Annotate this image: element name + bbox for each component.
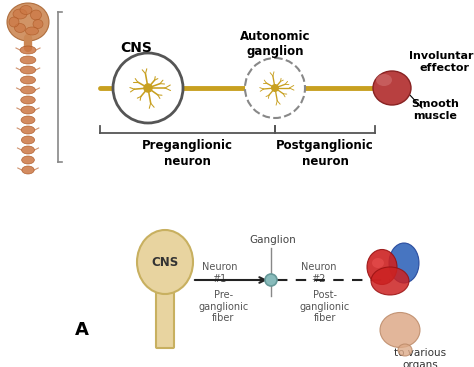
Text: CNS: CNS	[120, 41, 152, 55]
Ellipse shape	[22, 156, 34, 164]
Text: Autonomic
ganglion: Autonomic ganglion	[240, 29, 310, 58]
Ellipse shape	[380, 312, 420, 348]
Ellipse shape	[30, 10, 42, 20]
Ellipse shape	[13, 9, 27, 19]
Ellipse shape	[371, 267, 409, 295]
Text: A: A	[75, 321, 89, 339]
Circle shape	[113, 53, 183, 123]
Circle shape	[265, 274, 277, 286]
Ellipse shape	[20, 66, 36, 74]
Text: Preganglionic
neuron: Preganglionic neuron	[142, 139, 233, 168]
Ellipse shape	[9, 17, 19, 27]
Text: Pre-
ganglionic
fiber: Pre- ganglionic fiber	[198, 290, 248, 323]
Ellipse shape	[372, 258, 384, 268]
Text: Post-
ganglionic
fiber: Post- ganglionic fiber	[300, 290, 350, 323]
Circle shape	[271, 84, 279, 92]
Ellipse shape	[21, 146, 35, 154]
Ellipse shape	[20, 56, 36, 64]
Text: CNS: CNS	[151, 255, 179, 269]
Ellipse shape	[7, 3, 49, 41]
Ellipse shape	[15, 23, 26, 33]
Text: Ganglion: Ganglion	[250, 235, 296, 245]
Text: Smooth
muscle: Smooth muscle	[411, 99, 459, 121]
Ellipse shape	[21, 116, 35, 124]
Ellipse shape	[26, 27, 38, 35]
Ellipse shape	[20, 86, 36, 94]
Ellipse shape	[20, 76, 36, 84]
Text: to various
organs: to various organs	[394, 348, 446, 367]
Text: Involuntary
effector: Involuntary effector	[409, 51, 474, 73]
FancyBboxPatch shape	[156, 291, 174, 348]
Ellipse shape	[376, 74, 392, 86]
Text: Postganglionic
neuron: Postganglionic neuron	[276, 139, 374, 168]
Text: Neuron
#2: Neuron #2	[301, 262, 337, 284]
Ellipse shape	[22, 166, 34, 174]
Ellipse shape	[137, 230, 193, 294]
Ellipse shape	[21, 96, 35, 104]
Circle shape	[245, 58, 305, 118]
Ellipse shape	[373, 71, 411, 105]
Ellipse shape	[21, 136, 35, 144]
Ellipse shape	[367, 250, 397, 284]
Ellipse shape	[20, 46, 36, 54]
Ellipse shape	[20, 6, 32, 15]
Ellipse shape	[398, 344, 412, 356]
Ellipse shape	[21, 106, 35, 114]
Ellipse shape	[389, 243, 419, 283]
Text: Neuron
#1: Neuron #1	[201, 262, 237, 284]
Ellipse shape	[33, 19, 43, 29]
Ellipse shape	[21, 126, 35, 134]
Circle shape	[143, 83, 153, 93]
